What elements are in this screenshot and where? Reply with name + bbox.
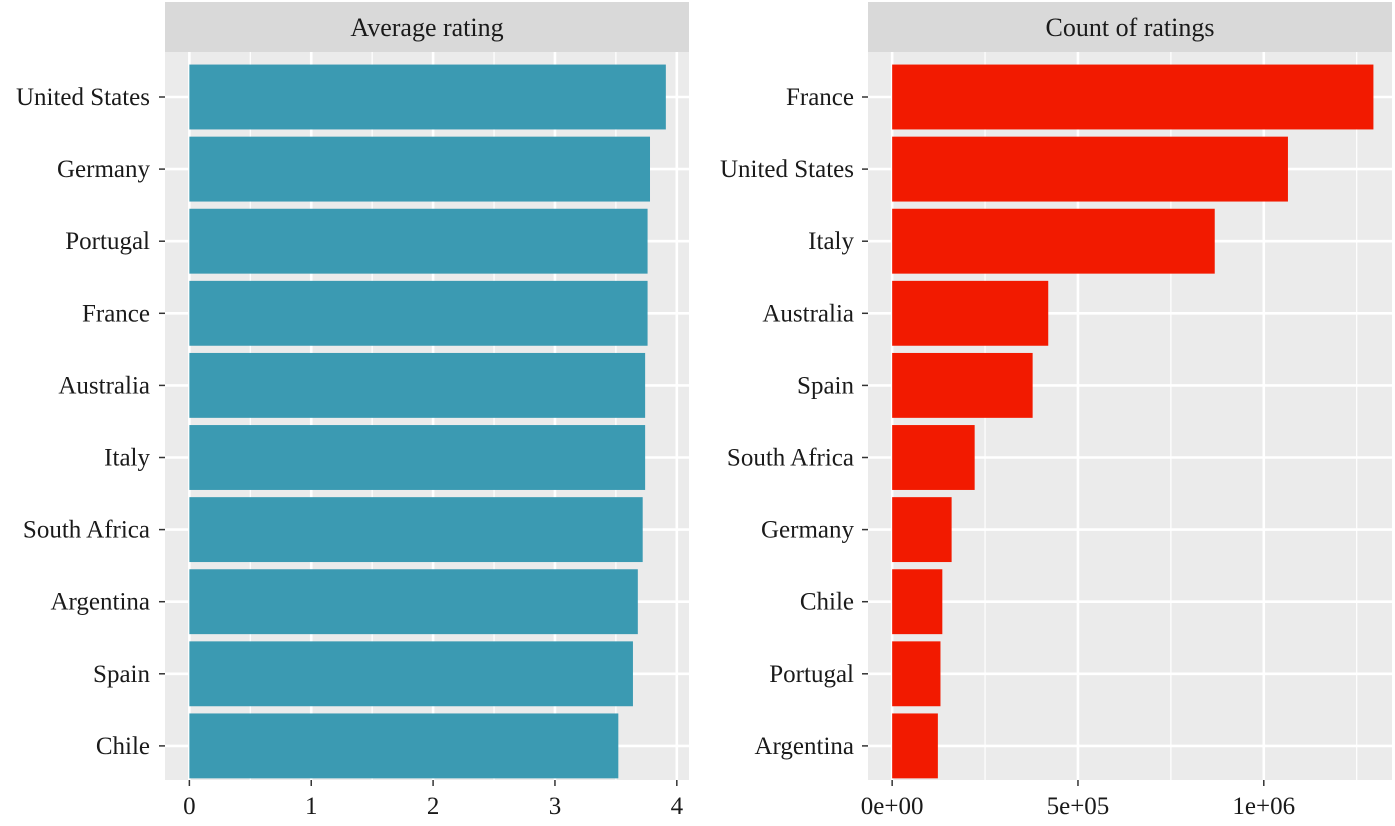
count-category-label-germany: Germany (761, 517, 855, 544)
avg-panel-title: Average rating (350, 13, 503, 42)
count-category-label-united-states: United States (720, 156, 854, 183)
count-category-label-spain: Spain (797, 372, 854, 399)
avg-bar-germany (189, 136, 651, 202)
avg-category-label-portugal: Portugal (65, 228, 150, 255)
avg-xtick-label-4: 4 (671, 793, 684, 820)
count-strip-header (868, 2, 1392, 52)
avg-bar-argentina (189, 569, 638, 635)
count-category-label-chile: Chile (800, 589, 854, 616)
count-of-ratings-panel: Count of ratings France United States Italy… (720, 2, 1392, 820)
avg-bar-portugal (189, 208, 648, 274)
count-xtick-label-0: 0e+00 (861, 793, 924, 820)
avg-bar-spain (189, 641, 633, 707)
avg-category-label-south-africa: South Africa (23, 517, 150, 544)
avg-xtick-label-2: 2 (427, 793, 440, 820)
avg-xtick-label-0: 0 (183, 793, 196, 820)
avg-category-label-spain: Spain (93, 661, 150, 688)
avg-category-label-chile: Chile (96, 733, 150, 760)
avg-bar-chile (189, 713, 619, 779)
average-rating-panel: Average rating United States Germany Portug… (16, 2, 689, 820)
avg-bar-italy (189, 425, 646, 490)
avg-xtick-label-1: 1 (305, 793, 318, 820)
count-bar-south-africa (892, 425, 975, 490)
count-bar-chile (892, 569, 943, 635)
avg-category-label-united-states: United States (16, 84, 150, 111)
avg-strip-header (165, 2, 689, 52)
avg-xtick-label-3: 3 (549, 793, 562, 820)
count-category-label-argentina: Argentina (754, 733, 854, 760)
count-bar-argentina (892, 713, 938, 779)
count-xtick-label-2: 1e+06 (1232, 793, 1295, 820)
count-xtick-label-1: 5e+05 (1047, 793, 1110, 820)
count-bar-australia (892, 280, 1049, 346)
avg-bar-france (189, 280, 648, 346)
count-category-label-australia: Australia (762, 300, 854, 327)
count-bar-france (892, 64, 1374, 130)
avg-bar-united-states (189, 64, 666, 130)
avg-category-label-france: France (82, 300, 150, 327)
count-bar-portugal (892, 641, 941, 707)
avg-category-label-argentina: Argentina (50, 589, 150, 616)
count-category-label-italy: Italy (808, 228, 854, 255)
count-bar-italy (892, 208, 1215, 274)
count-panel-title: Count of ratings (1046, 13, 1215, 42)
avg-bar-australia (189, 352, 646, 418)
count-category-label-france: France (786, 84, 854, 111)
avg-bar-south-africa (189, 497, 643, 563)
count-bar-germany (892, 497, 952, 563)
count-bar-united-states (892, 136, 1288, 202)
count-bar-spain (892, 352, 1033, 418)
avg-category-label-germany: Germany (57, 156, 151, 183)
avg-category-label-italy: Italy (104, 445, 150, 472)
count-category-label-south-africa: South Africa (727, 445, 854, 472)
count-category-label-portugal: Portugal (769, 661, 854, 688)
avg-category-label-australia: Australia (58, 372, 150, 399)
